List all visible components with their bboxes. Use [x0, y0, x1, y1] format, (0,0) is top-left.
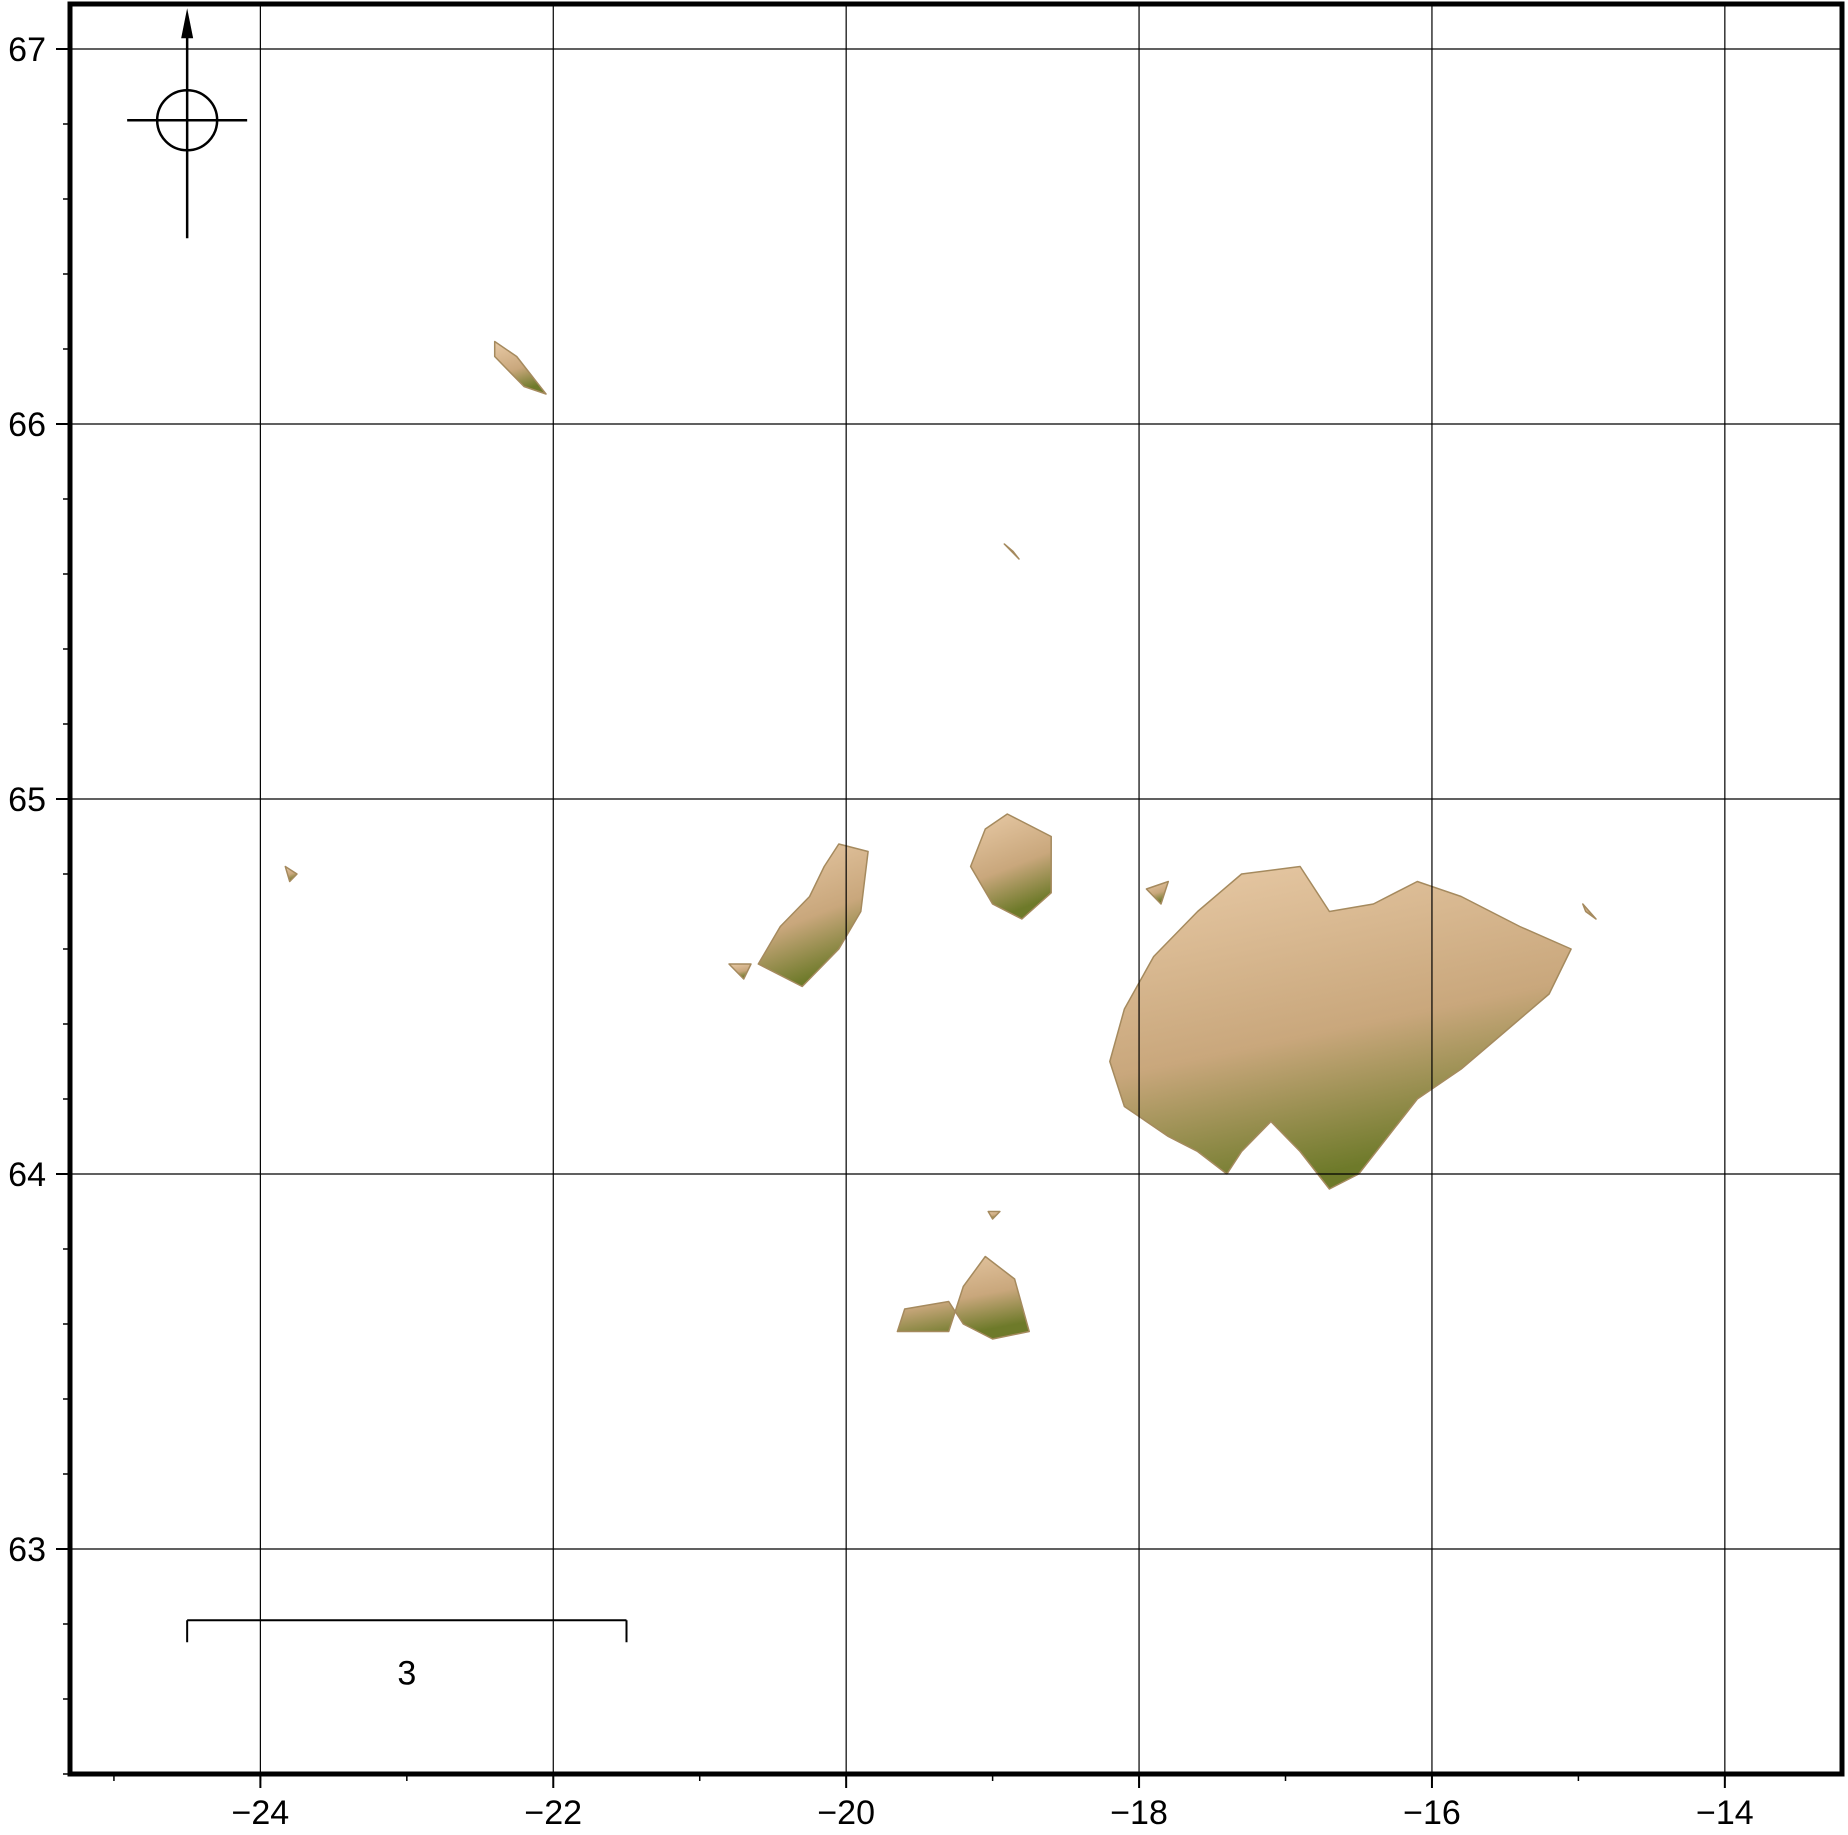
- axis-labels: −24 −22 −20 −18 −16 −14 67 66 65 64 63: [8, 31, 1754, 1832]
- lon-tick-label: −20: [817, 1794, 875, 1832]
- land-layer: [284, 340, 1597, 1340]
- small-islet-a: [1145, 880, 1170, 905]
- small-islet-b: [728, 963, 752, 980]
- east-islet: [1582, 903, 1597, 920]
- main-land-mass: [1109, 865, 1572, 1190]
- north-islet: [1003, 543, 1020, 560]
- lon-tick-label: −24: [232, 1794, 290, 1832]
- lat-tick-label: 63: [8, 1531, 46, 1569]
- south-island: [896, 1255, 1030, 1340]
- lat-tick-label: 67: [8, 31, 46, 69]
- north-arrow-compass-icon: [127, 8, 248, 239]
- map-background: [70, 4, 1842, 1774]
- scale-bar: 3: [186, 1619, 628, 1692]
- west-islet: [284, 865, 298, 883]
- scale-bar-label: 3: [397, 1654, 416, 1692]
- small-islet-c: [987, 1210, 1001, 1220]
- west-peninsula: [757, 843, 869, 988]
- northwest-island: [493, 340, 547, 395]
- central-island: [969, 813, 1052, 920]
- lat-tick-label: 66: [8, 406, 46, 444]
- map-frame: [67, 1, 1845, 1777]
- lat-tick-label: 64: [8, 1156, 46, 1194]
- lon-tick-label: −18: [1110, 1794, 1168, 1832]
- lon-tick-label: −22: [524, 1794, 582, 1832]
- compass-ring: [155, 89, 219, 152]
- north-arrow-head: [181, 8, 194, 39]
- lon-tick-label: −16: [1403, 1794, 1461, 1832]
- lat-tick-label: 65: [8, 781, 46, 819]
- graticule: [70, 4, 1842, 1774]
- lon-tick-label: −14: [1696, 1794, 1754, 1832]
